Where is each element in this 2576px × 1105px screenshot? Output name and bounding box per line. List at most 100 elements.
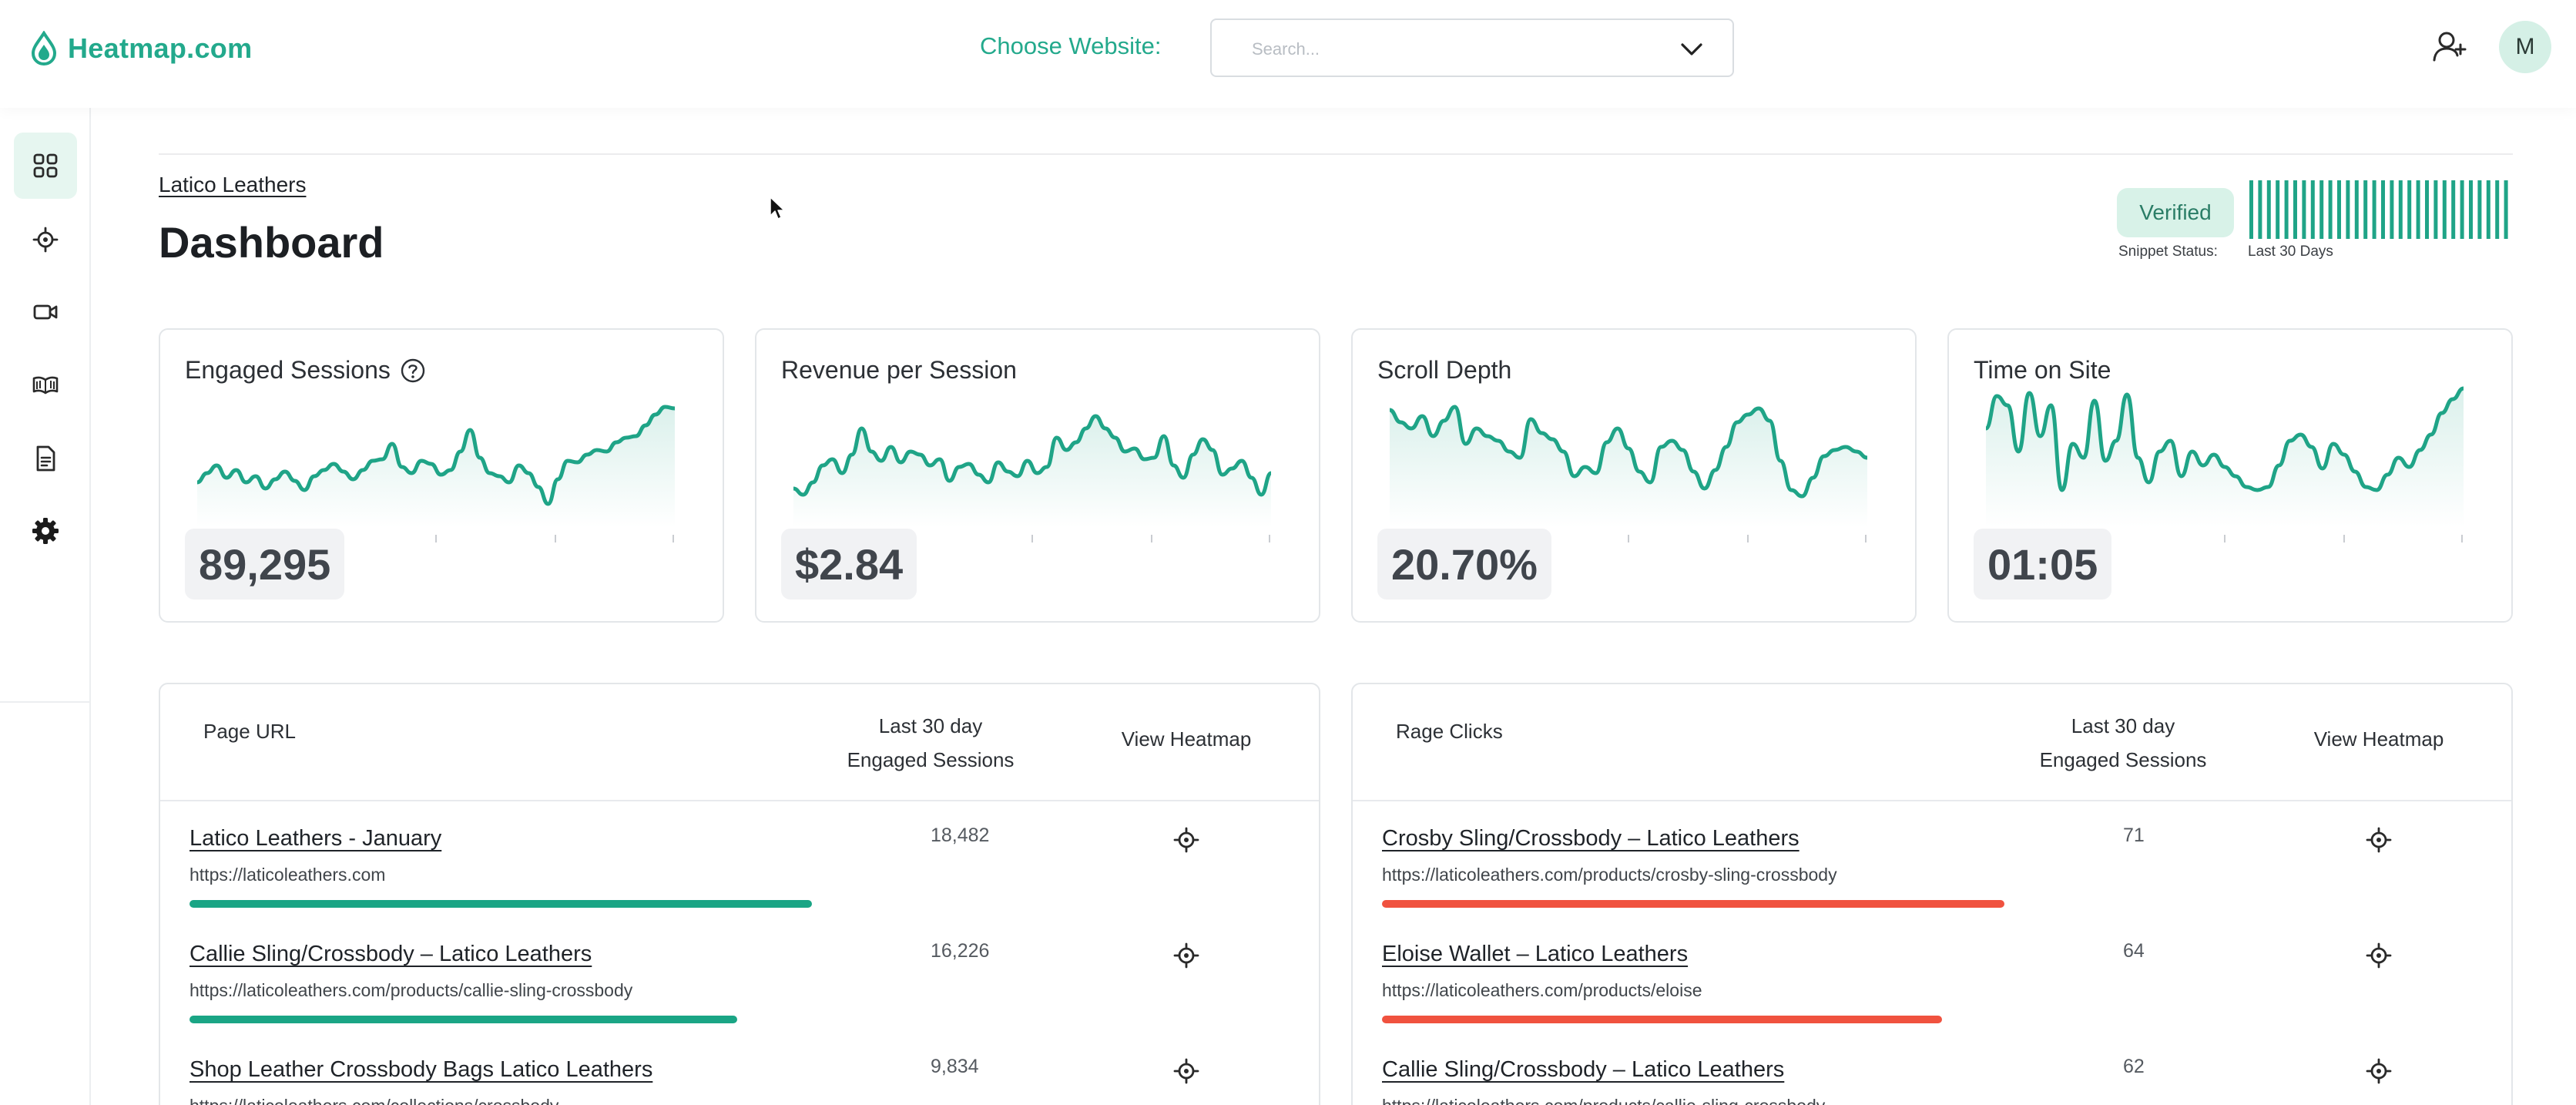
sidebar-item-settings[interactable] (14, 498, 77, 564)
row-count-text: 64 (2123, 940, 2145, 962)
row-count-text: 16,226 (931, 940, 990, 962)
row-share-bar (190, 900, 812, 908)
snippet-activity-bar (2354, 180, 2359, 239)
snippet-activity-bar (2442, 180, 2447, 239)
view-heatmap-crosshair-icon[interactable] (1172, 826, 1200, 854)
snippet-activity-bar (2469, 180, 2473, 239)
sparkline-area (1390, 407, 1867, 527)
breadcrumb-site-link[interactable]: Latico Leathers (159, 173, 307, 196)
column-header-engaged-sessions: Last 30 day Engaged Sessions (838, 709, 1023, 777)
metric-title-text: Engaged Sessions (185, 356, 391, 384)
add-user-icon[interactable] (2431, 28, 2470, 66)
sidebar-item-recordings[interactable] (14, 279, 77, 345)
view-heatmap-crosshair-icon[interactable] (2365, 942, 2393, 969)
metric-card-revenue-per-session[interactable]: Revenue per Session $2.84 (755, 328, 1320, 623)
snippet-activity-bar (2337, 180, 2341, 239)
snippet-activity-bar (2477, 180, 2482, 239)
row-page-title-link[interactable]: Callie Sling/Crossbody – Latico Leathers (190, 942, 592, 966)
top-bar: Heatmap.com Choose Website: Search... M (0, 0, 2576, 108)
snippet-activity-bar (2433, 180, 2438, 239)
column-header-rage-clicks: Rage Clicks (1396, 720, 1503, 743)
snippet-activity-bar (2346, 180, 2350, 239)
website-search-placeholder: Search... (1252, 39, 1320, 59)
snippet-activity-bar (2310, 180, 2315, 239)
rage-clicks-table: Rage Clicks Last 30 day Engaged Sessions… (1351, 683, 2513, 1105)
view-heatmap-crosshair-icon[interactable] (1172, 942, 1200, 969)
table-row: Latico Leathers - January https://laticol… (160, 809, 1319, 925)
dashboard-grid-icon (33, 153, 58, 178)
snippet-activity-bar (2249, 180, 2253, 239)
sidebar-item-reports[interactable] (14, 425, 77, 492)
metric-title-text: Scroll Depth (1377, 356, 1512, 384)
sparkline-area (1986, 388, 2464, 527)
metric-title: Time on Site (1974, 356, 2111, 385)
table-header: Rage Clicks Last 30 day Engaged Sessions… (1353, 684, 2511, 801)
view-heatmap-crosshair-icon[interactable] (2365, 826, 2393, 854)
sparkline-line (1984, 386, 2464, 492)
sidebar-divider (0, 701, 89, 703)
row-share-bar (1382, 1016, 1942, 1023)
row-page-title-link[interactable]: Crosby Sling/Crossbody – Latico Leathers (1382, 826, 1800, 851)
snippet-activity-bar (2381, 180, 2385, 239)
metric-card-engaged-sessions[interactable]: Engaged Sessions 89,295 (159, 328, 724, 623)
row-share-bar (1382, 900, 2004, 908)
view-heatmap-crosshair-icon[interactable] (2365, 1057, 2393, 1085)
metric-value: 20.70% (1377, 529, 1551, 600)
video-camera-icon (33, 304, 58, 320)
snippet-activity-bar (2284, 180, 2289, 239)
book-icon (32, 376, 59, 395)
website-search-select[interactable]: Search... (1210, 18, 1734, 77)
snippet-activity-bar (2486, 180, 2490, 239)
metric-value: $2.84 (781, 529, 917, 600)
top-pages-table: Page URL Last 30 day Engaged Sessions Vi… (159, 683, 1320, 1105)
snippet-activity-bar (2407, 180, 2412, 239)
view-heatmap-crosshair-icon[interactable] (1172, 1057, 1200, 1085)
metric-title: Revenue per Session (781, 356, 1017, 385)
metric-card-time-on-site[interactable]: Time on Site 01:05 (1947, 328, 2513, 623)
row-page-url: https://laticoleathers.com/products/call… (1382, 1096, 1825, 1105)
page-title: Dashboard (159, 218, 384, 267)
metric-title: Scroll Depth (1377, 356, 1511, 385)
column-header-line: Last 30 day (878, 714, 983, 737)
help-icon[interactable] (400, 358, 426, 384)
engaged-sessions-sparkline (196, 405, 676, 542)
table-row: Shop Leather Crossbody Bags Latico Leath… (160, 1040, 1319, 1105)
snippet-status-label: Snippet Status: (2118, 244, 2218, 260)
metric-title-text: Revenue per Session (781, 356, 1017, 384)
metric-title-text: Time on Site (1974, 356, 2111, 384)
row-page-title-link[interactable]: Callie Sling/Crossbody – Latico Leathers (1382, 1057, 1785, 1082)
row-page-title-link[interactable]: Latico Leathers - January (190, 826, 442, 851)
snippet-period-label: Last 30 Days (2248, 244, 2333, 260)
row-page-title-link[interactable]: Eloise Wallet – Latico Leathers (1382, 942, 1689, 966)
column-header-view-heatmap: View Heatmap (1121, 727, 1252, 751)
app-name: Heatmap.com (68, 32, 253, 64)
snippet-activity-bar (2495, 180, 2500, 239)
table-row: Crosby Sling/Crossbody – Latico Leathers… (1353, 809, 2511, 925)
sidebar-item-heatmaps[interactable] (14, 207, 77, 273)
choose-website-label: Choose Website: (980, 32, 1162, 59)
snippet-activity-bar (2302, 180, 2306, 239)
snippet-activity-bar (2451, 180, 2456, 239)
column-header-engaged-sessions: Last 30 day Engaged Sessions (2031, 709, 2215, 777)
row-page-title-link[interactable]: Shop Leather Crossbody Bags Latico Leath… (190, 1057, 653, 1082)
row-page-url: https://laticoleathers.com/products/eloi… (1382, 980, 1702, 1000)
column-header-line: Engaged Sessions (2039, 748, 2207, 771)
table-row: Callie Sling/Crossbody – Latico Leathers… (1353, 1040, 2511, 1105)
row-count-text: 18,482 (931, 825, 990, 846)
sparkline-line (1389, 405, 1868, 499)
sidebar-item-library[interactable] (14, 351, 77, 418)
row-page-url: https://laticoleathers.com (190, 865, 386, 885)
column-header-line: Last 30 day (2071, 714, 2175, 737)
sidebar (0, 108, 91, 1105)
snippet-status-badge: Verified (2117, 188, 2234, 237)
metric-card-scroll-depth[interactable]: Scroll Depth 20.70% (1351, 328, 1917, 623)
sidebar-item-dashboard[interactable] (14, 133, 77, 199)
snippet-activity-bars (2249, 180, 2508, 239)
time-on-site-sparkline (1984, 386, 2464, 542)
app-logo[interactable]: Heatmap.com (29, 31, 252, 66)
snippet-activity-bar (2319, 180, 2324, 239)
document-icon (36, 445, 55, 472)
table-header: Page URL Last 30 day Engaged Sessions Vi… (160, 684, 1319, 801)
user-avatar[interactable]: M (2499, 21, 2551, 73)
snippet-activity-bar (2258, 180, 2262, 239)
